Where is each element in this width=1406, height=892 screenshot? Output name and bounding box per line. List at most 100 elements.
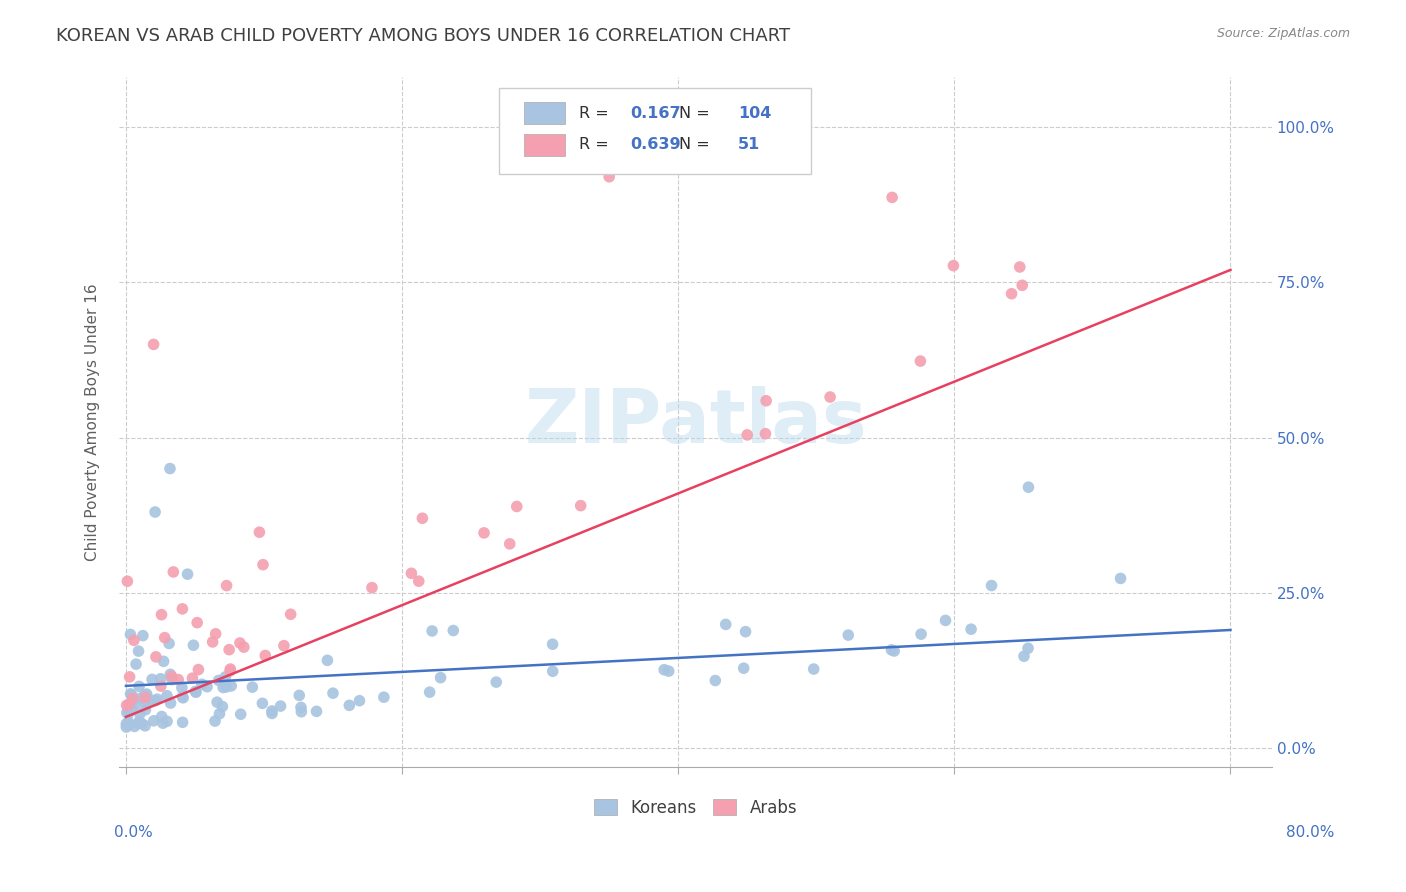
Point: [219, 664, 242, 678]
Point: [172, 715, 194, 730]
FancyBboxPatch shape: [523, 134, 565, 156]
Point: [260, 706, 283, 721]
Text: 51: 51: [738, 137, 761, 153]
Point: [122, 633, 145, 648]
Point: [803, 662, 825, 676]
Point: [942, 259, 965, 273]
Point: [882, 190, 904, 204]
Point: [150, 709, 173, 723]
Point: [260, 704, 283, 718]
Point: [191, 677, 214, 691]
Point: [240, 680, 263, 694]
Point: [146, 692, 169, 706]
Point: [472, 525, 495, 540]
Point: [212, 681, 235, 695]
Point: [121, 688, 143, 702]
Point: [115, 717, 138, 731]
Point: [337, 698, 360, 713]
Point: [181, 671, 204, 685]
Point: [120, 701, 142, 715]
Point: [134, 690, 156, 705]
Point: [290, 700, 312, 714]
FancyBboxPatch shape: [499, 87, 811, 174]
Point: [201, 635, 224, 649]
Point: [128, 716, 150, 731]
Point: [145, 649, 167, 664]
Point: [159, 667, 181, 681]
Text: R =: R =: [579, 137, 614, 153]
Point: [980, 578, 1002, 592]
Point: [117, 574, 139, 589]
Point: [214, 670, 236, 684]
Point: [121, 696, 143, 710]
Point: [131, 716, 153, 731]
FancyBboxPatch shape: [523, 103, 565, 124]
Text: 0.639: 0.639: [630, 137, 681, 153]
Point: [349, 694, 371, 708]
Point: [135, 696, 157, 710]
Point: [419, 685, 441, 699]
Point: [218, 642, 240, 657]
Point: [219, 679, 242, 693]
Text: ZIPatlas: ZIPatlas: [524, 385, 866, 458]
Point: [219, 662, 242, 676]
Point: [541, 665, 564, 679]
Point: [176, 567, 198, 582]
Point: [160, 669, 183, 683]
Point: [128, 714, 150, 729]
Point: [134, 719, 156, 733]
Text: 104: 104: [738, 106, 772, 120]
Point: [215, 578, 238, 592]
Point: [115, 706, 138, 720]
Point: [499, 537, 522, 551]
Point: [184, 685, 207, 699]
Point: [204, 627, 226, 641]
Point: [153, 631, 176, 645]
Point: [1011, 278, 1033, 293]
Text: 0.167: 0.167: [630, 106, 681, 120]
Text: KOREAN VS ARAB CHILD POVERTY AMONG BOYS UNDER 16 CORRELATION CHART: KOREAN VS ARAB CHILD POVERTY AMONG BOYS …: [56, 27, 790, 45]
Point: [128, 644, 150, 658]
Point: [115, 720, 138, 734]
Point: [149, 679, 172, 693]
Point: [162, 565, 184, 579]
Point: [150, 607, 173, 622]
Point: [229, 636, 252, 650]
Point: [652, 663, 675, 677]
Point: [429, 671, 451, 685]
Point: [658, 664, 681, 678]
Point: [960, 622, 983, 636]
Point: [117, 714, 139, 729]
Point: [247, 525, 270, 540]
Point: [134, 703, 156, 717]
Point: [170, 681, 193, 695]
Point: [880, 643, 903, 657]
Point: [143, 693, 166, 707]
Point: [229, 707, 252, 722]
Point: [270, 699, 292, 714]
Point: [704, 673, 727, 688]
Point: [115, 698, 138, 713]
Point: [152, 716, 174, 731]
Point: [569, 499, 592, 513]
Point: [125, 657, 148, 672]
Point: [159, 696, 181, 710]
Point: [135, 687, 157, 701]
Point: [172, 690, 194, 705]
Point: [1109, 571, 1132, 585]
Point: [117, 706, 139, 721]
Text: 0.0%: 0.0%: [114, 825, 153, 840]
Point: [120, 687, 142, 701]
Point: [290, 705, 312, 719]
Point: [735, 428, 758, 442]
Point: [118, 698, 141, 712]
Point: [118, 717, 141, 731]
Point: [157, 636, 180, 650]
Point: [316, 653, 339, 667]
Point: [322, 686, 344, 700]
Text: Source: ZipAtlas.com: Source: ZipAtlas.com: [1216, 27, 1350, 40]
Point: [208, 673, 231, 688]
Point: [132, 629, 155, 643]
Point: [1017, 641, 1039, 656]
Point: [910, 627, 932, 641]
